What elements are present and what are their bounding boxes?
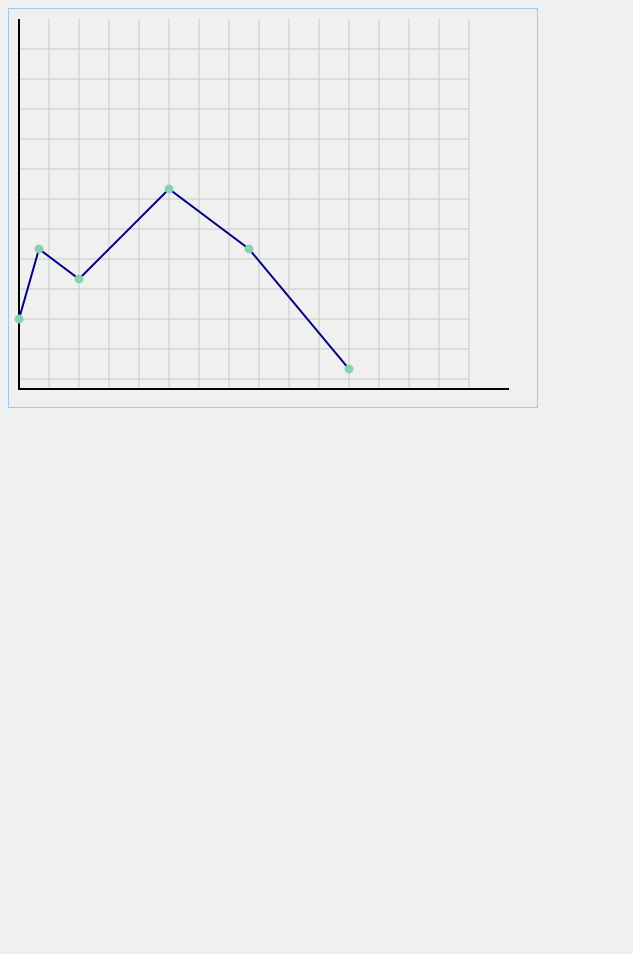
data-point <box>14 314 24 324</box>
chart-panel <box>8 8 538 408</box>
data-point <box>74 274 84 284</box>
series-group <box>14 184 354 374</box>
series-line <box>18 187 350 370</box>
data-point <box>244 244 254 254</box>
data-point <box>344 364 354 374</box>
axes <box>18 19 509 390</box>
grid-lines <box>19 19 470 389</box>
data-point <box>164 184 174 194</box>
data-point <box>34 244 44 254</box>
